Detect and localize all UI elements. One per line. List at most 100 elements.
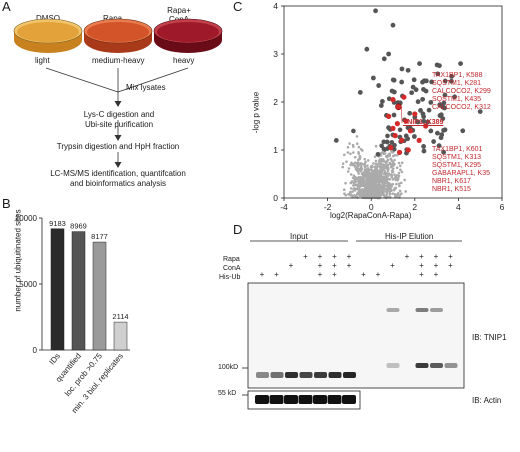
red-point-0: [390, 97, 396, 103]
nonsig-point: [362, 173, 365, 176]
upper-label-2: CALCOCO2, K299: [432, 88, 491, 95]
sig-point: [421, 148, 427, 154]
red-point-9: [388, 145, 394, 151]
red-point-8: [407, 128, 414, 134]
nonsig-point: [370, 176, 373, 179]
lane-sign-2-1: +: [274, 270, 279, 279]
bar-ytick-label-2: 10000: [15, 214, 38, 223]
nonsig-point: [353, 187, 357, 191]
nonsig-point: [357, 164, 360, 168]
nonsig-point: [359, 166, 363, 170]
nonsig-point: [387, 172, 391, 176]
nonsig-point: [397, 171, 401, 175]
nonsig-point: [371, 194, 374, 197]
nonsig-point: [389, 188, 392, 191]
volcano-points: [333, 8, 483, 200]
nonsig-point: [399, 181, 403, 185]
nonsig-point: [353, 178, 356, 182]
sig-point: [379, 143, 384, 149]
nonsig-point: [358, 156, 362, 160]
nonsig-point: [377, 181, 381, 184]
sig-point: [410, 84, 416, 90]
nonsig-point: [346, 170, 350, 173]
nonsig-point: [404, 190, 408, 193]
bar-ytick-label-0: 0: [33, 346, 38, 355]
sig-point: [420, 96, 426, 102]
lane-sign-0-10: +: [405, 252, 410, 261]
lower-label-2: SQSTM1, K295: [432, 162, 482, 169]
red-point-13: [423, 123, 429, 129]
nonsig-point: [346, 146, 350, 149]
sig-point: [385, 133, 390, 139]
volcano-xtick-label-2: 0: [369, 202, 374, 212]
nonsig-point: [366, 159, 370, 162]
bar-2: [92, 241, 107, 351]
nonsig-point: [365, 176, 368, 179]
nonsig-point: [355, 169, 359, 172]
nonsig-point: [403, 178, 406, 182]
nonsig-point: [359, 189, 363, 193]
lane-sign-2-8: +: [376, 270, 381, 279]
sig-point: [390, 22, 396, 28]
nonsig-point: [398, 189, 402, 193]
nonsig-point: [373, 186, 377, 190]
sig-point: [421, 144, 426, 149]
sig-point: [428, 100, 434, 105]
nonsig-point: [386, 169, 390, 172]
actin-band-5: [327, 395, 342, 404]
sig-point: [415, 99, 421, 105]
panel-c-letter: C: [233, 0, 243, 14]
lane-sign-1-12: +: [434, 261, 439, 270]
actin-band-0: [255, 395, 269, 404]
sig-point: [435, 71, 441, 77]
nonsig-point: [352, 145, 355, 148]
lane-sign-1-9: +: [390, 261, 395, 270]
lane-sign-1-13: +: [448, 261, 453, 270]
sig-point: [375, 151, 381, 157]
nonsig-point: [383, 172, 386, 175]
nonsig-point: [349, 152, 352, 156]
nonsig-point: [393, 187, 397, 190]
upper-label-0: TAX1BP1, K588: [432, 72, 483, 79]
nonsig-point: [357, 172, 360, 175]
nonsig-point: [373, 170, 376, 173]
nonsig-point: [369, 184, 373, 188]
nonsig-point: [381, 158, 385, 161]
nonsig-point: [386, 163, 390, 167]
nonsig-point: [400, 170, 404, 174]
sig-point: [441, 127, 446, 133]
nonsig-point: [342, 153, 346, 157]
volcano-ytick-label-1: 1: [273, 145, 278, 155]
nonsig-point: [365, 184, 368, 187]
lane-sign-2-11: +: [419, 270, 424, 279]
nonsig-point: [345, 160, 348, 163]
nonsig-point: [387, 183, 391, 187]
nonsig-point: [363, 157, 367, 161]
nonsig-point: [349, 194, 352, 197]
nonsig-point: [357, 182, 361, 185]
red-point-12: [405, 147, 411, 153]
tnip1-high-band-9: [386, 308, 400, 312]
nonsig-point: [351, 163, 355, 167]
lane-sign-0-13: +: [448, 252, 453, 261]
nonsig-point: [382, 182, 385, 186]
actin-band-6: [342, 395, 356, 404]
nonsig-point: [354, 183, 357, 186]
nonsig-point: [377, 169, 381, 172]
sig-point: [417, 61, 422, 67]
sig-point: [477, 109, 483, 114]
sig-point: [364, 46, 370, 52]
nonsig-point: [370, 189, 374, 192]
sig-point: [440, 104, 446, 110]
nonsig-point: [349, 190, 352, 194]
nonsig-point: [350, 180, 354, 183]
sig-point: [405, 136, 411, 142]
sig-point: [429, 79, 435, 85]
nonsig-point: [389, 163, 393, 166]
nonsig-point: [353, 193, 356, 197]
lower-label-3: GABARAPL1, K35: [432, 170, 490, 177]
upper-label-4: CALCOCO2, K312: [432, 104, 491, 111]
nonsig-point: [374, 159, 378, 163]
nonsig-point: [348, 142, 351, 145]
highlight-label: TNIP1, K389: [403, 119, 444, 126]
